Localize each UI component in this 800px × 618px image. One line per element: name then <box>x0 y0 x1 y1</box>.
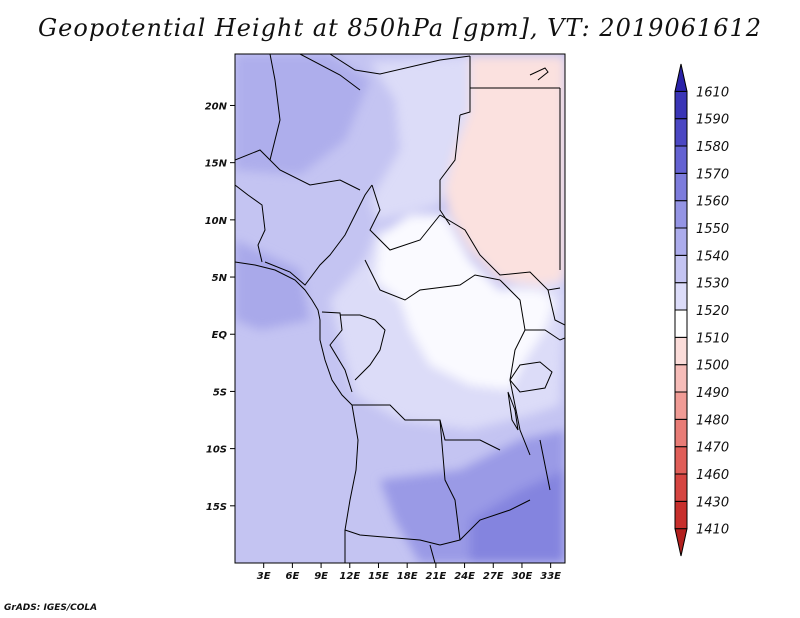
field-1560-patch-south <box>470 470 565 563</box>
x-tick-label: 6E <box>285 571 299 582</box>
grads-credit: GrADS: IGES/COLA <box>4 603 98 613</box>
border-angola-namibia <box>344 529 441 546</box>
y-tick-label: 5N <box>212 273 228 284</box>
colorbar-cell <box>674 172 688 202</box>
colorbar-label: 1500 <box>696 359 729 374</box>
colorbar-label: 1610 <box>696 85 729 100</box>
border-congo-drc <box>340 314 386 381</box>
x-tick-label: 15E <box>368 571 389 582</box>
colorbar-cell <box>674 254 688 284</box>
border-libya-egypt <box>459 56 471 116</box>
y-tick-label: EQ <box>212 330 228 341</box>
colorbar-cell <box>674 90 688 120</box>
x-tick-label: 18E <box>397 571 418 582</box>
y-tick-label: 20N <box>205 101 228 112</box>
colorbar-cell <box>674 364 688 393</box>
border-chad-sudan <box>439 114 461 226</box>
colorbar-label: 1550 <box>696 222 729 237</box>
field-1510-1520 <box>375 215 555 390</box>
colorbar-cell <box>674 500 688 530</box>
border-gabon-congo <box>321 311 353 393</box>
colorbar-cell <box>674 200 688 229</box>
colorbar-label: 1580 <box>696 140 729 155</box>
border-lake-tanganyika <box>507 391 519 431</box>
colorbar-cell <box>674 227 688 256</box>
x-tick-label: 12E <box>339 571 360 582</box>
colorbar-label: 1540 <box>696 249 729 264</box>
map-frame <box>234 53 566 564</box>
colorbar-label: 1490 <box>696 386 729 401</box>
map-field-group <box>235 54 565 563</box>
y-tick-label: 10N <box>205 216 228 227</box>
colorbar-cell <box>674 473 688 502</box>
colorbar-extend-high <box>674 63 688 92</box>
x-tick-label: 30E <box>512 571 533 582</box>
colorbar-label: 1510 <box>696 331 729 346</box>
colorbar-label: 1460 <box>696 468 729 483</box>
border-car-south <box>364 259 501 301</box>
field-1540-patch-west <box>235 240 310 330</box>
colorbar-label: 1520 <box>696 304 729 319</box>
colorbar-cell <box>674 118 688 147</box>
y-tick-label: 15N <box>205 159 228 170</box>
x-tick-label: 21E <box>425 571 446 582</box>
colorbar-cell <box>674 418 688 448</box>
colorbar-cell <box>674 309 688 338</box>
x-tick-label: 33E <box>540 571 561 582</box>
colorbar-extend-low <box>674 528 688 557</box>
border-niger-west <box>269 54 281 161</box>
x-tick-label: 9E <box>314 571 328 582</box>
colorbar-label: 1480 <box>696 413 729 428</box>
border-zambia-zimbabwe <box>459 499 531 541</box>
y-axis: 20N 15N 10N 5N EQ 5S 10S 15S <box>205 101 235 513</box>
colorbar-label: 1530 <box>696 277 729 292</box>
border-red-sea-coast <box>529 67 549 81</box>
colorbar-cell <box>674 282 688 311</box>
colorbar-label: 1560 <box>696 195 729 210</box>
x-tick-label: 3E <box>257 571 271 582</box>
x-tick-label: 24E <box>454 571 475 582</box>
colorbar: 1410 1430 1460 1470 1480 1490 1500 1510 1520 1530… <box>674 63 729 557</box>
border-nigeria-cameroon <box>264 184 373 286</box>
border-uganda-south <box>525 329 565 341</box>
y-tick-label: 5S <box>213 387 227 398</box>
colorbar-label: 1410 <box>696 523 729 538</box>
border-lake-victoria <box>509 361 553 393</box>
border-algeria-niger <box>299 54 361 91</box>
border-chad-car <box>369 184 441 251</box>
colorbar-cell <box>674 336 688 366</box>
colorbar-label: 1570 <box>696 167 729 182</box>
political-boundaries <box>235 54 565 563</box>
colorbar-label: 1430 <box>696 495 729 510</box>
colorbar-cell <box>674 391 688 420</box>
border-westafrica-north <box>235 184 266 263</box>
colorbar-label: 1590 <box>696 113 729 128</box>
colorbar-label: 1470 <box>696 441 729 456</box>
y-tick-label: 15S <box>206 502 227 513</box>
y-tick-label: 10S <box>206 445 227 456</box>
border-kenya <box>547 289 565 326</box>
border-drc-tanzania <box>509 379 531 456</box>
colorbar-cell <box>674 446 688 475</box>
x-axis: 3E 6E 9E 12E 15E 18E 21E 24E 27E 30E 33E <box>257 563 561 582</box>
coastline-west-africa <box>235 261 359 563</box>
chart-title: Geopotential Height at 850hPa [gpm], VT:… <box>38 14 762 42</box>
border-libya-chad <box>329 54 471 75</box>
border-namibia-botswana <box>429 544 436 563</box>
field-1500-1510 <box>445 56 565 285</box>
colorbar-cell <box>674 145 688 174</box>
field-1540-patch-north <box>235 54 370 175</box>
border-niger-nigeria <box>235 149 361 191</box>
x-tick-label: 27E <box>483 571 504 582</box>
border-angola-zambia <box>439 419 461 546</box>
border-lake-malawi <box>539 439 551 491</box>
